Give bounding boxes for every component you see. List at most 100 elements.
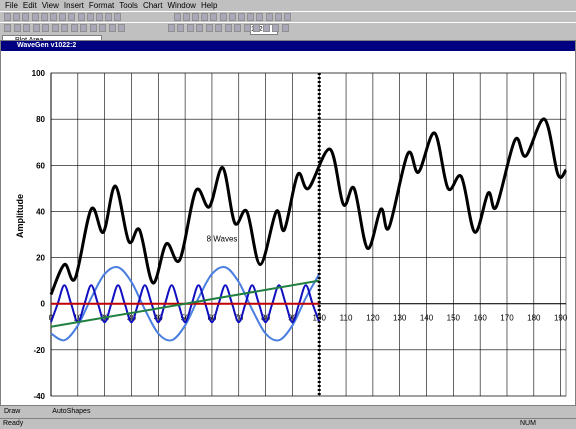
- toolbar-button[interactable]: [210, 13, 218, 21]
- x-tick-label: 70: [234, 314, 243, 323]
- chart-window: WaveGen v1022:2 -40-20020406080100010203…: [0, 40, 576, 406]
- x-tick-label: 110: [340, 314, 353, 323]
- status-bar: Ready NUM: [0, 418, 576, 429]
- x-tick-label: 10: [73, 314, 82, 323]
- menu-item[interactable]: Insert: [63, 1, 84, 10]
- toolbar-button[interactable]: [61, 24, 68, 32]
- y-tick-label: 20: [36, 254, 45, 263]
- toolbar-button[interactable]: [196, 24, 203, 32]
- window-title: WaveGen v1022:2: [1, 41, 575, 51]
- series-line: [50, 284, 321, 324]
- toolbar-button[interactable]: [118, 24, 125, 32]
- draw-menu[interactable]: Draw: [4, 408, 21, 415]
- menu-item[interactable]: Help: [200, 1, 218, 10]
- toolbar-button[interactable]: [234, 24, 241, 32]
- toolbar-button[interactable]: [70, 24, 78, 32]
- x-tick-label: 80: [261, 314, 270, 323]
- toolbar-button[interactable]: [177, 24, 184, 32]
- toolbar-button[interactable]: [247, 13, 255, 21]
- menu-item[interactable]: Edit: [22, 1, 37, 10]
- toolbar-button[interactable]: [42, 24, 49, 32]
- toolbar-button[interactable]: [281, 24, 289, 32]
- toolbar-button[interactable]: [256, 13, 264, 21]
- toolbar-button[interactable]: [4, 13, 11, 21]
- toolbar-button[interactable]: [40, 13, 48, 21]
- x-tick-label: 180: [527, 314, 541, 323]
- toolbar-button[interactable]: [96, 13, 103, 21]
- status-num: NUM: [520, 420, 536, 427]
- x-tick-label: 90: [288, 314, 297, 323]
- toolbar-button[interactable]: [80, 24, 87, 32]
- x-tick-label: 160: [473, 314, 487, 323]
- toolbar-button[interactable]: [201, 13, 209, 21]
- toolbar-button[interactable]: [22, 13, 30, 21]
- toolbar-button[interactable]: [114, 13, 122, 21]
- y-tick-label: 0: [41, 300, 46, 309]
- y-tick-label: 60: [36, 161, 45, 170]
- toolbar-button[interactable]: [224, 24, 232, 32]
- x-tick-label: 50: [181, 314, 190, 323]
- y-axis-title: Amplitude: [15, 194, 25, 238]
- toolbar-button[interactable]: [167, 24, 175, 32]
- toolbar-button[interactable]: [50, 13, 57, 21]
- toolbar-button[interactable]: [77, 13, 85, 21]
- y-tick-label: -40: [33, 392, 45, 401]
- toolbar-button[interactable]: [105, 13, 113, 21]
- toolbar-button[interactable]: [31, 13, 39, 21]
- y-tick-label: 80: [36, 115, 45, 124]
- toolbar-button[interactable]: [262, 24, 270, 32]
- toolbar-button[interactable]: [89, 24, 97, 32]
- toolbar-button[interactable]: [108, 24, 116, 32]
- toolbar-button[interactable]: [173, 13, 181, 21]
- toolbar-button[interactable]: [23, 24, 30, 32]
- menu-item[interactable]: View: [41, 1, 59, 10]
- menu-item[interactable]: Chart: [142, 1, 163, 10]
- toolbar-button[interactable]: [4, 24, 11, 32]
- x-tick-label: 190: [554, 314, 568, 323]
- toolbar-button[interactable]: [32, 24, 40, 32]
- autoshapes-menu[interactable]: AutoShapes: [52, 408, 91, 415]
- menu-bar: File Edit View Insert Format Tools Chart Window…: [0, 0, 576, 11]
- toolbar-button[interactable]: [86, 13, 94, 21]
- x-tick-label: 40: [154, 314, 163, 323]
- toolbar-button[interactable]: [13, 13, 21, 21]
- status-ready: Ready: [3, 420, 24, 427]
- x-tick-label: 30: [127, 314, 136, 323]
- drawing-toolbar: Draw AutoShapes: [0, 406, 576, 418]
- toolbar-button[interactable]: [205, 24, 213, 32]
- toolbar-button[interactable]: [274, 13, 282, 21]
- toolbar-button[interactable]: [238, 13, 245, 21]
- toolbar-button[interactable]: [253, 24, 260, 32]
- formatting-toolbar: [0, 22, 576, 34]
- menu-item[interactable]: File: [5, 1, 18, 10]
- menu-item[interactable]: Window: [167, 1, 196, 10]
- toolbar-button[interactable]: [13, 24, 21, 32]
- toolbar-button[interactable]: [192, 13, 199, 21]
- menu-item[interactable]: Format: [88, 1, 115, 10]
- x-tick-label: 140: [420, 314, 434, 323]
- series-line: [49, 117, 568, 296]
- toolbar-button[interactable]: [284, 13, 291, 21]
- plot-area: [50, 72, 567, 397]
- y-tick-label: -20: [33, 346, 45, 355]
- toolbar-button[interactable]: [219, 13, 227, 21]
- toolbar-button[interactable]: [59, 13, 67, 21]
- menu-item[interactable]: Tools: [119, 1, 138, 10]
- x-tick-label: 60: [207, 314, 216, 323]
- toolbar-button[interactable]: [215, 24, 222, 32]
- toolbar-button[interactable]: [186, 24, 194, 32]
- x-tick-label: 120: [366, 314, 380, 323]
- toolbar-button[interactable]: [228, 13, 236, 21]
- toolbar-button[interactable]: [68, 13, 76, 21]
- x-tick-label: 150: [447, 314, 461, 323]
- x-tick-label: 170: [500, 314, 514, 323]
- series-line: [50, 279, 320, 328]
- toolbar-button[interactable]: [182, 13, 190, 21]
- toolbar-button[interactable]: [272, 24, 279, 32]
- toolbar-button[interactable]: [99, 24, 106, 32]
- toolbar-button[interactable]: [265, 13, 273, 21]
- series-line: [50, 265, 321, 342]
- toolbar-button[interactable]: [51, 24, 59, 32]
- toolbar-button[interactable]: [243, 24, 251, 32]
